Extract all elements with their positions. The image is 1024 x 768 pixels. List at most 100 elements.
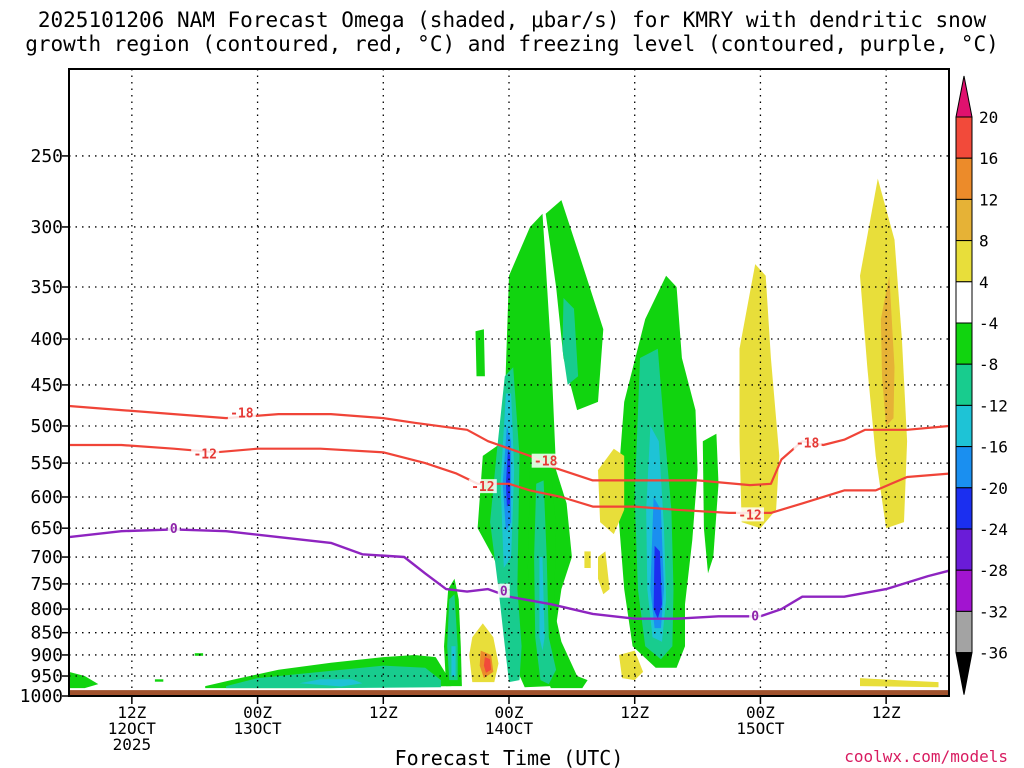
y-tick-label-600: 600 — [30, 487, 63, 508]
colorbar-label-4: 4 — [979, 273, 989, 292]
colorbar-label-7: -12 — [979, 396, 1008, 415]
contour-label-bg-5 — [735, 507, 764, 522]
omega-feature-31 — [619, 650, 644, 681]
x-tick-label-78-0: 12Z — [872, 703, 901, 722]
omega-feature-2 — [299, 679, 363, 687]
contour-label-6: 0 — [170, 522, 178, 537]
x-tick-label-30-0: 12Z — [369, 703, 398, 722]
contour-label-1: -12 — [193, 448, 216, 463]
colorbar-bin-6 — [955, 322, 973, 365]
y-tick-label-400: 400 — [30, 329, 63, 350]
contour-labels: -18 -12 -18 -12 -18 -12 0 0 0 — [167, 405, 822, 624]
x-tick-label-18-0: 00Z — [243, 703, 272, 722]
colorbar-bin-2 — [955, 157, 973, 200]
colorbar-label-8: -16 — [979, 438, 1008, 457]
colorbar: 20 16 12 8 4 -4 -8 -12 -16 -20 -24 -28 -32 -36 — [955, 75, 1008, 695]
omega-feature-27 — [653, 545, 662, 619]
x-tick-label-66-1: 15OCT — [736, 719, 785, 738]
grid-lines — [69, 69, 949, 696]
colorbar-bin-11 — [955, 528, 973, 571]
colorbar-bin-13 — [955, 610, 973, 654]
contour-label-bg-3 — [468, 479, 497, 494]
contour-label-5: -12 — [738, 508, 761, 523]
contour-label-2: -18 — [534, 455, 558, 470]
contour-label-bg-2 — [531, 453, 560, 468]
contour-label-bg-4 — [793, 435, 822, 450]
contour-label-bg-6 — [167, 520, 180, 535]
colorbar-label-2: 12 — [979, 190, 998, 209]
omega-feature-16 — [475, 329, 485, 377]
colorbar-label-3: 8 — [979, 232, 989, 251]
chart-title-line-1: 2025101206 NAM Forecast Omega (shaded, μ… — [37, 8, 987, 32]
omega-feature-30 — [598, 551, 610, 595]
colorbar-top-arrow — [955, 75, 973, 118]
terrain-fill — [69, 690, 949, 696]
y-tick-label-550: 550 — [30, 453, 63, 474]
x-tick-label-6-0: 12Z — [117, 703, 146, 722]
colorbar-bin-3 — [955, 198, 973, 242]
x-tick-label-18-1: 13OCT — [233, 719, 282, 738]
omega-feature-5 — [154, 679, 164, 682]
omega-feature-22 — [451, 646, 456, 676]
y-tick-label-650: 650 — [30, 518, 63, 539]
y-tick-label-450: 450 — [30, 375, 63, 396]
terrain-layer — [69, 690, 949, 696]
contour-label-bg-7 — [497, 583, 510, 598]
omega-feature-4 — [194, 653, 204, 656]
colorbar-label-0: 20 — [979, 108, 998, 127]
contour-label-7: 0 — [500, 585, 508, 600]
omega-feature-35 — [880, 275, 895, 426]
contour-label-bg-0 — [227, 405, 256, 420]
contour-label-0: -18 — [230, 406, 254, 421]
x-tick-label-54-0: 12Z — [620, 703, 649, 722]
y-tick-label-950: 950 — [30, 666, 63, 687]
colorbar-bin-9 — [955, 446, 973, 489]
colorbar-bin-8 — [955, 404, 973, 448]
colorbar-label-12: -32 — [979, 602, 1008, 621]
omega-feature-19 — [483, 657, 492, 673]
omega-feature-12 — [562, 298, 579, 385]
colorbar-bottom-arrow — [955, 652, 973, 695]
colorbar-label-5: -4 — [979, 314, 998, 333]
y-axis: 2503003504004505005506006507007508008509… — [20, 146, 69, 707]
y-tick-label-850: 850 — [30, 623, 63, 644]
colorbar-label-10: -24 — [979, 520, 1008, 539]
omega-shading-layer — [69, 178, 939, 689]
y-tick-label-350: 350 — [30, 277, 63, 298]
contour-label-bg-1 — [191, 446, 220, 461]
omega-feature-33 — [739, 264, 780, 529]
y-tick-label-250: 250 — [30, 146, 63, 167]
omega-feature-36 — [860, 678, 939, 688]
x-axis-label: Forecast Time (UTC) — [395, 746, 624, 768]
colorbar-bin-4 — [955, 240, 973, 283]
y-tick-label-700: 700 — [30, 547, 63, 568]
chart-title-line-2: growth region (contoured, red, °C) and f… — [25, 32, 999, 56]
y-tick-label-300: 300 — [30, 217, 63, 238]
colorbar-label-6: -8 — [979, 355, 998, 374]
colorbar-bin-1 — [955, 116, 973, 159]
x-tick-label-6-1: 12OCT — [108, 719, 157, 738]
contour-label-3: -12 — [471, 480, 494, 495]
colorbar-label-1: 16 — [979, 149, 998, 168]
x-tick-label-66-0: 00Z — [746, 703, 775, 722]
x-tick-label-6-2: 2025 — [113, 735, 152, 754]
x-tick-label-42-0: 00Z — [495, 703, 524, 722]
omega-feature-32 — [584, 551, 591, 568]
dendritic-contour-m12 — [69, 443, 949, 514]
colorbar-bin-5 — [955, 281, 973, 324]
credit-link[interactable]: coolwx.com/models — [844, 747, 1008, 766]
contour-label-8: 0 — [751, 609, 759, 624]
omega-feature-28 — [702, 433, 719, 574]
omega-feature-1 — [226, 665, 441, 689]
y-tick-label-750: 750 — [30, 574, 63, 595]
y-tick-label-800: 800 — [30, 599, 63, 620]
y-tick-label-1000: 1000 — [20, 686, 63, 707]
contour-label-4: -18 — [796, 436, 820, 451]
colorbar-bin-7 — [955, 363, 973, 406]
colorbar-label-11: -28 — [979, 561, 1008, 580]
omega-feature-3 — [69, 671, 99, 689]
y-tick-label-900: 900 — [30, 645, 63, 666]
colorbar-label-9: -20 — [979, 479, 1008, 498]
